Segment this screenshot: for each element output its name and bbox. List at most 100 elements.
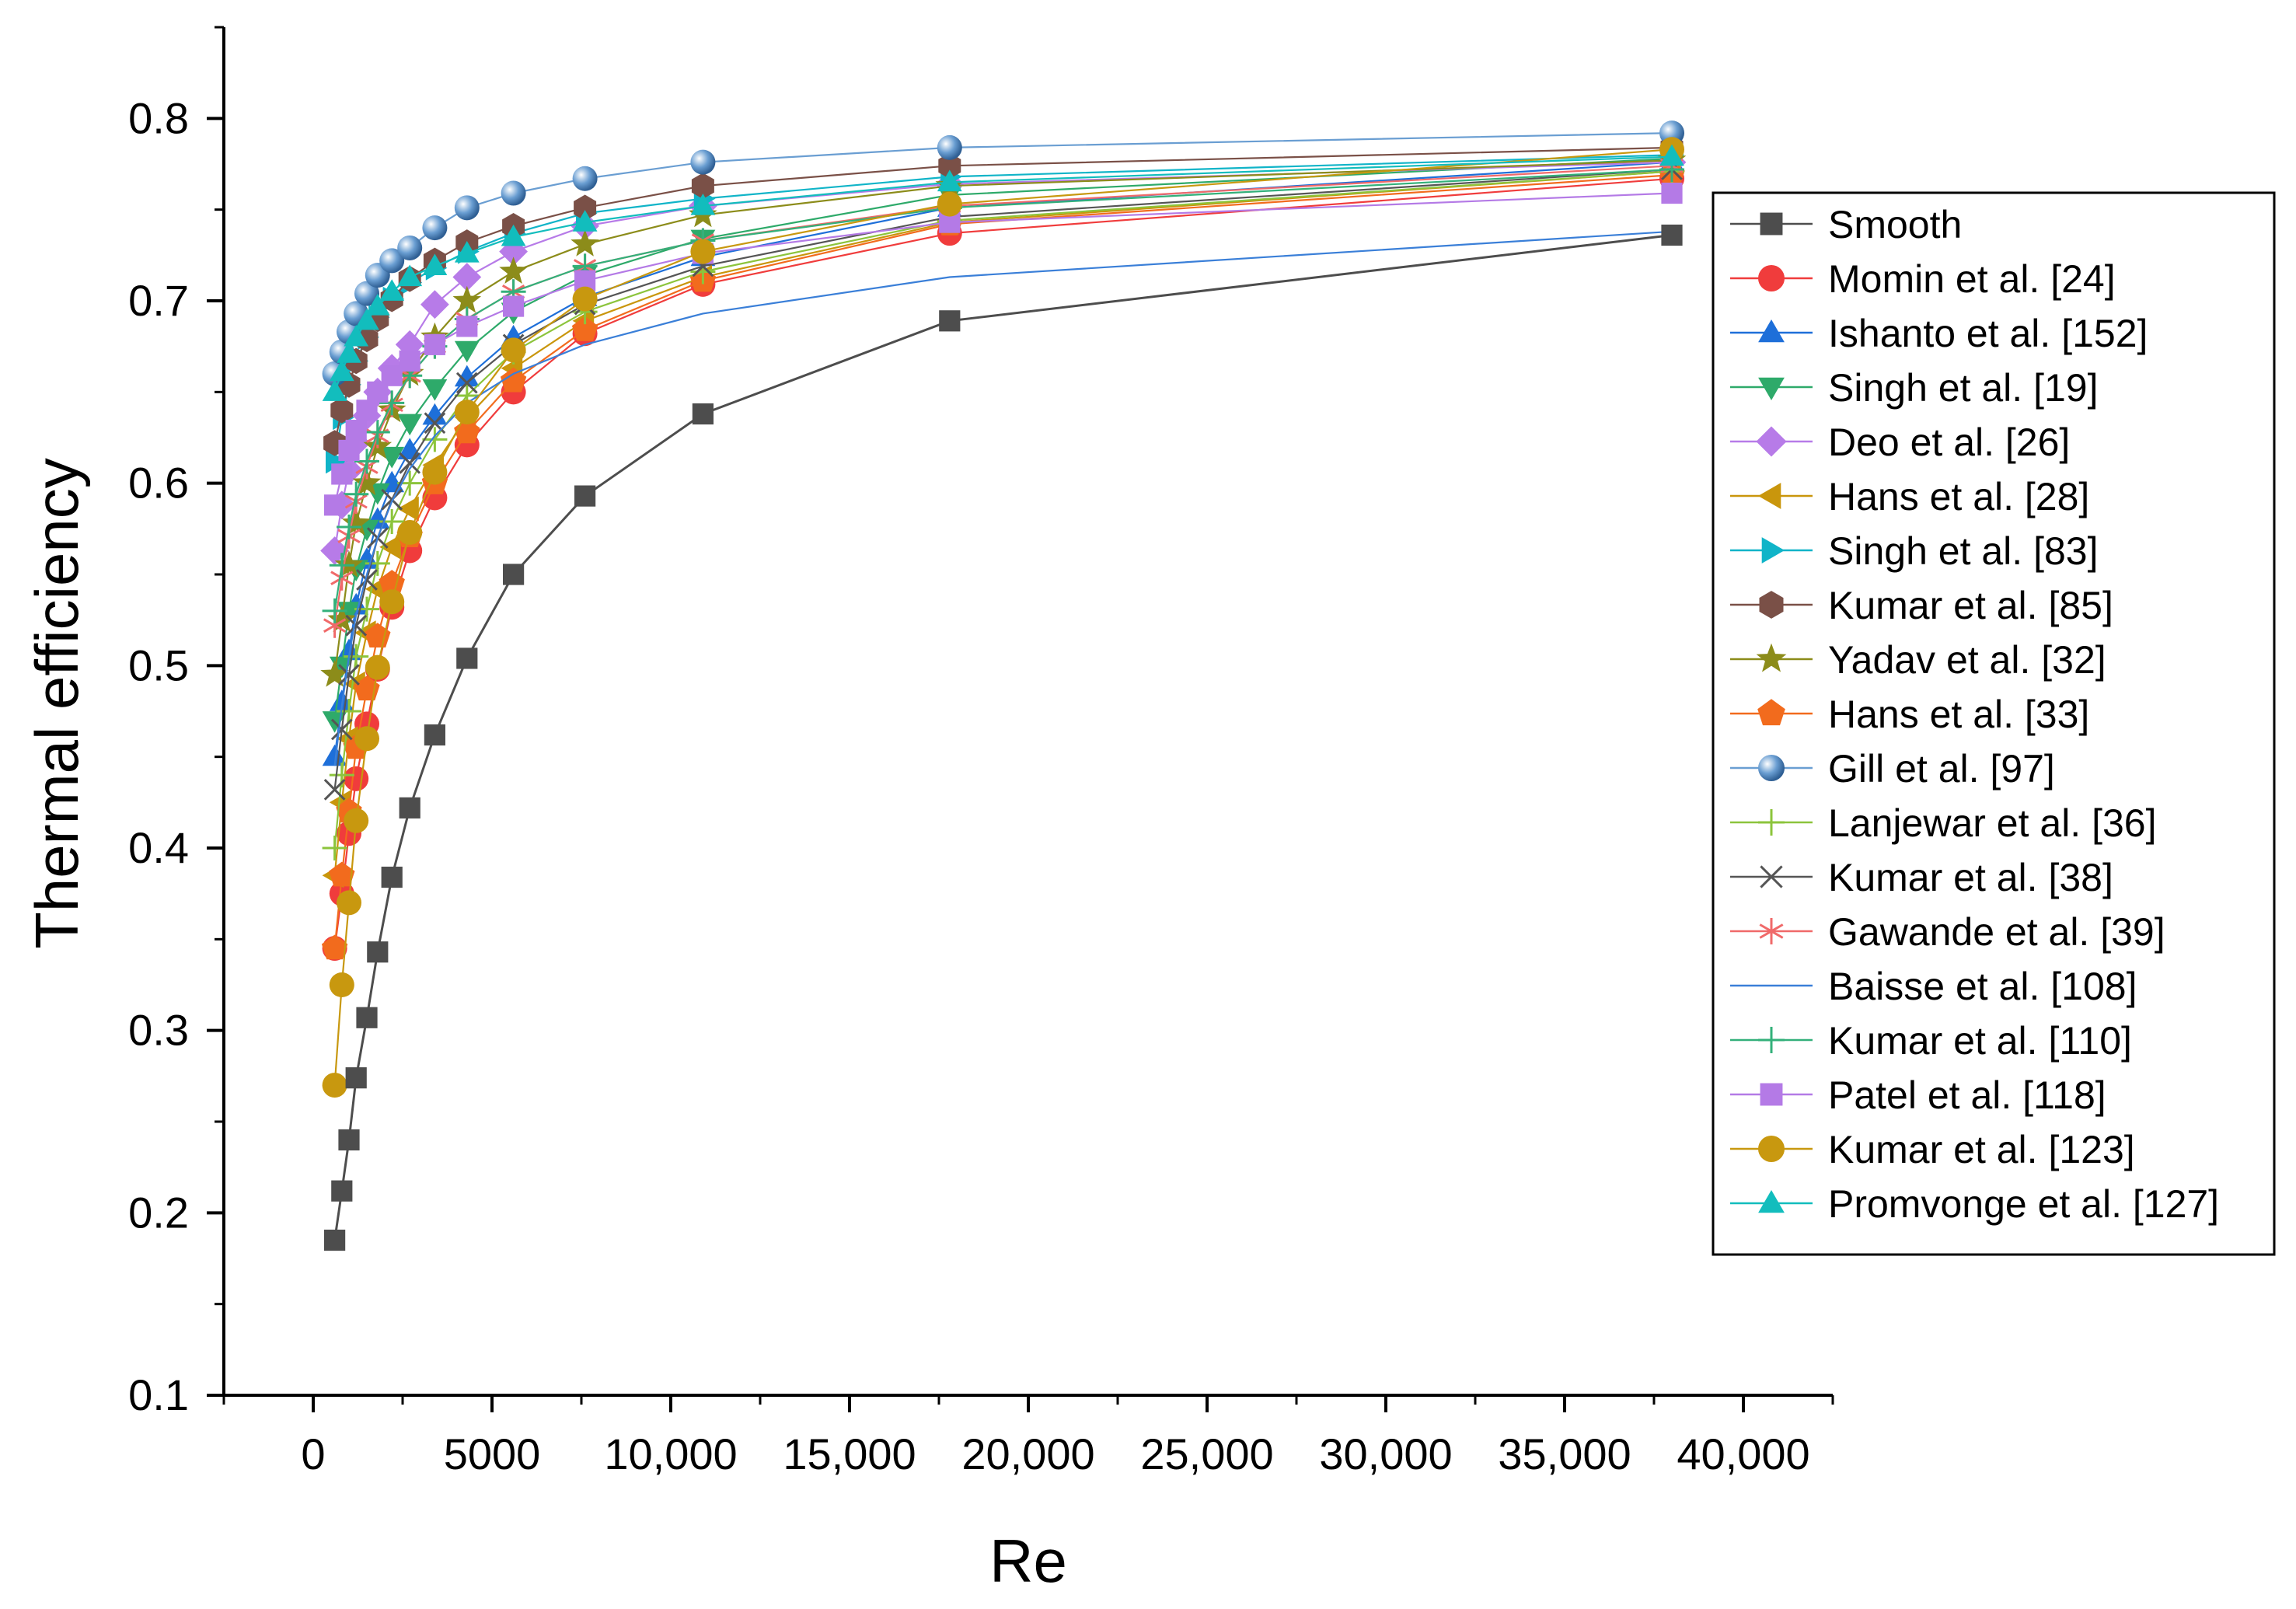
data-point (330, 397, 354, 424)
legend-marker (1761, 537, 1785, 564)
legend-marker (1758, 1027, 1785, 1053)
data-point (690, 149, 716, 175)
data-point (354, 308, 379, 330)
series-12 (322, 159, 1684, 860)
data-point (329, 861, 355, 887)
data-point (454, 195, 480, 221)
data-point (354, 281, 379, 306)
x-tick-label: 35,000 (1498, 1429, 1631, 1478)
legend-marker (1758, 809, 1785, 836)
data-point (424, 333, 445, 355)
series-15 (333, 230, 1673, 766)
data-point (344, 481, 369, 507)
data-point (379, 534, 401, 560)
legend-marker (1760, 1083, 1783, 1106)
data-point (354, 596, 379, 622)
legend-label: Hans et al. [33] (1828, 693, 2089, 736)
legend-marker (1757, 699, 1785, 726)
y-tick-label: 0.7 (128, 276, 189, 325)
data-point (338, 664, 360, 686)
data-point (397, 496, 419, 522)
data-point (500, 367, 527, 393)
data-point (381, 488, 403, 511)
legend-label: Hans et al. [28] (1828, 475, 2089, 518)
series-19 (322, 144, 1684, 401)
legend-label: Kumar et al. [110] (1828, 1019, 2132, 1063)
x-tick-label: 40,000 (1677, 1429, 1809, 1478)
data-point (354, 726, 379, 752)
data-point (399, 452, 421, 474)
legend-label: Deo et al. [26] (1828, 421, 2070, 464)
data-point (322, 1073, 347, 1098)
data-point (330, 718, 353, 741)
y-axis-title: Thermal efficiency (23, 458, 91, 948)
legend-entry: Baisse et al. [108] (1730, 965, 2137, 1008)
series-3 (322, 149, 1684, 766)
series-13 (323, 159, 1683, 801)
legend-entry: Lanjewar et al. [36] (1730, 801, 2157, 845)
x-tick-label: 25,000 (1140, 1429, 1273, 1478)
legend-entry: Smooth (1730, 203, 1962, 246)
data-point (452, 285, 482, 313)
legend-entry: Hans et al. [28] (1730, 475, 2089, 518)
legend-entry: Kumar et al. [85] (1730, 584, 2113, 627)
legend-label: Promvonge et al. [127] (1828, 1182, 2219, 1226)
legend-entry: Yadav et al. [32] (1730, 638, 2106, 682)
data-point (424, 724, 445, 746)
legend-label: Baisse et al. [108] (1828, 965, 2137, 1008)
series-line (333, 170, 1673, 876)
data-point (381, 365, 403, 386)
data-point (331, 1180, 353, 1202)
data-point (329, 972, 354, 997)
data-point (574, 194, 597, 222)
data-point (344, 766, 369, 791)
data-point (329, 359, 354, 382)
x-tick-label: 30,000 (1319, 1429, 1452, 1478)
data-point (422, 253, 448, 275)
data-point (691, 173, 714, 199)
data-point (937, 134, 962, 160)
data-point (572, 210, 598, 232)
data-point (354, 448, 379, 474)
data-point (503, 564, 525, 585)
data-point (324, 1229, 346, 1251)
legend-label: Singh et al. [83] (1828, 529, 2098, 573)
series-line (333, 230, 1673, 766)
data-point (399, 350, 420, 372)
data-point (454, 340, 480, 363)
y-tick-label: 0.4 (128, 823, 189, 872)
data-point (379, 279, 405, 301)
data-point (574, 485, 596, 507)
legend-label: Kumar et al. [123] (1828, 1128, 2135, 1171)
legend-box (1712, 191, 2276, 1256)
series-14 (323, 153, 1684, 638)
data-point (345, 1067, 367, 1089)
legend-entry: Kumar et al. [110] (1730, 1019, 2132, 1063)
legend-marker (1758, 1190, 1785, 1213)
data-point (454, 241, 480, 263)
legend-marker (1758, 319, 1785, 343)
legend-label: Ishanto et al. [152] (1828, 312, 2148, 355)
data-point (397, 235, 423, 260)
data-point (422, 379, 448, 401)
x-tick-label: 15,000 (783, 1429, 916, 1478)
legend-marker (1758, 377, 1785, 400)
data-point (338, 1129, 360, 1151)
data-point (320, 659, 349, 687)
series-line (333, 192, 1673, 506)
data-point (356, 569, 378, 591)
legend-label: Singh et al. [19] (1828, 366, 2098, 410)
data-point (452, 263, 482, 291)
x-axis-title: Re (989, 1527, 1067, 1595)
y-tick-label: 0.1 (128, 1370, 189, 1419)
data-point (331, 463, 353, 485)
legend-marker (1756, 426, 1787, 457)
data-point (367, 941, 389, 963)
x-tick-label: 20,000 (961, 1429, 1094, 1478)
data-point (420, 290, 449, 319)
legend-entry: Singh et al. [83] (1730, 529, 2098, 573)
series-line (333, 168, 1673, 612)
data-point (323, 779, 346, 801)
y-tick-label: 0.8 (128, 93, 189, 142)
data-point (337, 890, 361, 916)
